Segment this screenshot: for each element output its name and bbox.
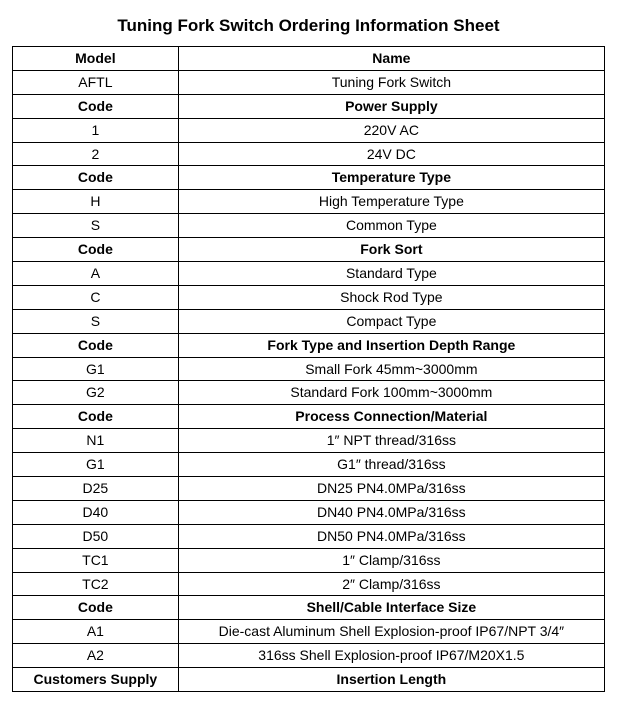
section-code-header: Customers Supply bbox=[13, 668, 179, 692]
section-desc-header: Process Connection/Material bbox=[178, 405, 604, 429]
table-row: N11″ NPT thread/316ss bbox=[13, 429, 605, 453]
table-row: CodeProcess Connection/Material bbox=[13, 405, 605, 429]
table-row: SCompact Type bbox=[13, 309, 605, 333]
code-cell: D50 bbox=[13, 524, 179, 548]
section-desc-header: Power Supply bbox=[178, 94, 604, 118]
table-row: D40DN40 PN4.0MPa/316ss bbox=[13, 500, 605, 524]
code-cell: 1 bbox=[13, 118, 179, 142]
desc-cell: 1″ Clamp/316ss bbox=[178, 548, 604, 572]
section-desc-header: Fork Type and Insertion Depth Range bbox=[178, 333, 604, 357]
desc-cell: High Temperature Type bbox=[178, 190, 604, 214]
desc-cell: Small Fork 45mm~3000mm bbox=[178, 357, 604, 381]
code-cell: S bbox=[13, 214, 179, 238]
desc-cell: DN40 PN4.0MPa/316ss bbox=[178, 500, 604, 524]
table-row: CShock Rod Type bbox=[13, 285, 605, 309]
code-cell: S bbox=[13, 309, 179, 333]
code-cell: D25 bbox=[13, 477, 179, 501]
table-row: ModelName bbox=[13, 47, 605, 71]
section-code-header: Code bbox=[13, 166, 179, 190]
desc-cell: 316ss Shell Explosion-proof IP67/M20X1.5 bbox=[178, 644, 604, 668]
section-desc-header: Name bbox=[178, 47, 604, 71]
table-row: 224V DC bbox=[13, 142, 605, 166]
section-code-header: Code bbox=[13, 405, 179, 429]
desc-cell: Standard Fork 100mm~3000mm bbox=[178, 381, 604, 405]
desc-cell: 1″ NPT thread/316ss bbox=[178, 429, 604, 453]
table-row: AStandard Type bbox=[13, 262, 605, 286]
desc-cell: 24V DC bbox=[178, 142, 604, 166]
section-code-header: Code bbox=[13, 238, 179, 262]
section-code-header: Code bbox=[13, 94, 179, 118]
table-row: TC22″ Clamp/316ss bbox=[13, 572, 605, 596]
section-desc-header: Shell/Cable Interface Size bbox=[178, 596, 604, 620]
table-row: HHigh Temperature Type bbox=[13, 190, 605, 214]
table-row: G1Small Fork 45mm~3000mm bbox=[13, 357, 605, 381]
desc-cell: 2″ Clamp/316ss bbox=[178, 572, 604, 596]
table-row: D25DN25 PN4.0MPa/316ss bbox=[13, 477, 605, 501]
sheet-title: Tuning Fork Switch Ordering Information … bbox=[12, 16, 605, 36]
section-code-header: Code bbox=[13, 333, 179, 357]
table-row: CodeTemperature Type bbox=[13, 166, 605, 190]
section-desc-header: Fork Sort bbox=[178, 238, 604, 262]
desc-cell: Tuning Fork Switch bbox=[178, 70, 604, 94]
table-row: 1220V AC bbox=[13, 118, 605, 142]
code-cell: AFTL bbox=[13, 70, 179, 94]
desc-cell: Shock Rod Type bbox=[178, 285, 604, 309]
code-cell: A2 bbox=[13, 644, 179, 668]
code-cell: C bbox=[13, 285, 179, 309]
code-cell: G1 bbox=[13, 453, 179, 477]
section-code-header: Model bbox=[13, 47, 179, 71]
section-code-header: Code bbox=[13, 596, 179, 620]
ordering-table: ModelNameAFTLTuning Fork SwitchCodePower… bbox=[12, 46, 605, 692]
code-cell: A1 bbox=[13, 620, 179, 644]
desc-cell: 220V AC bbox=[178, 118, 604, 142]
section-desc-header: Temperature Type bbox=[178, 166, 604, 190]
code-cell: G2 bbox=[13, 381, 179, 405]
code-cell: TC2 bbox=[13, 572, 179, 596]
desc-cell: DN25 PN4.0MPa/316ss bbox=[178, 477, 604, 501]
table-row: TC11″ Clamp/316ss bbox=[13, 548, 605, 572]
code-cell: A bbox=[13, 262, 179, 286]
code-cell: D40 bbox=[13, 500, 179, 524]
section-desc-header: Insertion Length bbox=[178, 668, 604, 692]
table-row: SCommon Type bbox=[13, 214, 605, 238]
table-row: Customers SupplyInsertion Length bbox=[13, 668, 605, 692]
table-row: D50DN50 PN4.0MPa/316ss bbox=[13, 524, 605, 548]
table-row: CodeShell/Cable Interface Size bbox=[13, 596, 605, 620]
desc-cell: Standard Type bbox=[178, 262, 604, 286]
code-cell: N1 bbox=[13, 429, 179, 453]
desc-cell: Compact Type bbox=[178, 309, 604, 333]
code-cell: 2 bbox=[13, 142, 179, 166]
table-row: CodeFork Type and Insertion Depth Range bbox=[13, 333, 605, 357]
table-row: G2Standard Fork 100mm~3000mm bbox=[13, 381, 605, 405]
code-cell: H bbox=[13, 190, 179, 214]
table-row: G1G1″ thread/316ss bbox=[13, 453, 605, 477]
code-cell: G1 bbox=[13, 357, 179, 381]
desc-cell: Die-cast Aluminum Shell Explosion-proof … bbox=[178, 620, 604, 644]
table-row: A2316ss Shell Explosion-proof IP67/M20X1… bbox=[13, 644, 605, 668]
table-row: CodePower Supply bbox=[13, 94, 605, 118]
desc-cell: DN50 PN4.0MPa/316ss bbox=[178, 524, 604, 548]
table-row: CodeFork Sort bbox=[13, 238, 605, 262]
table-row: AFTLTuning Fork Switch bbox=[13, 70, 605, 94]
code-cell: TC1 bbox=[13, 548, 179, 572]
desc-cell: G1″ thread/316ss bbox=[178, 453, 604, 477]
desc-cell: Common Type bbox=[178, 214, 604, 238]
table-row: A1Die-cast Aluminum Shell Explosion-proo… bbox=[13, 620, 605, 644]
table-body: ModelNameAFTLTuning Fork SwitchCodePower… bbox=[13, 47, 605, 692]
